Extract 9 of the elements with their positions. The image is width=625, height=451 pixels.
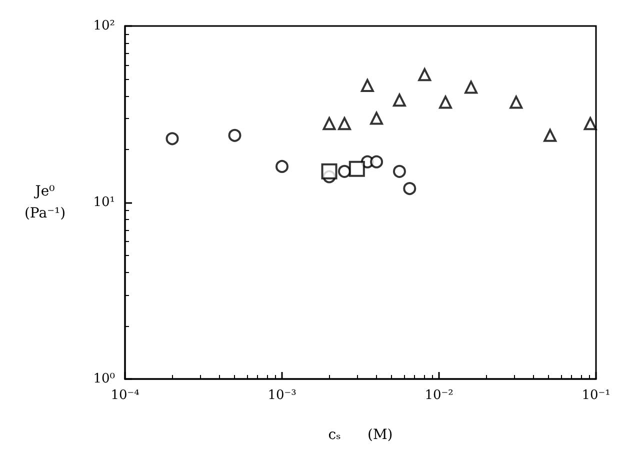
x-tick-label: 10⁻¹: [582, 388, 610, 403]
y-tick-label: 10⁰: [93, 372, 115, 386]
x-axis-title: cₛ (M): [328, 427, 393, 443]
x-tick-label: 10⁻²: [424, 388, 454, 403]
y-tick-label: 10¹: [93, 195, 115, 210]
x-tick-label: 10⁻³: [268, 388, 296, 403]
y-tick-label: 10²: [93, 18, 115, 34]
y-axis-title: Je⁰ (Pa⁻¹): [24, 184, 66, 222]
x-tick-label: 10⁻⁴: [110, 388, 140, 403]
